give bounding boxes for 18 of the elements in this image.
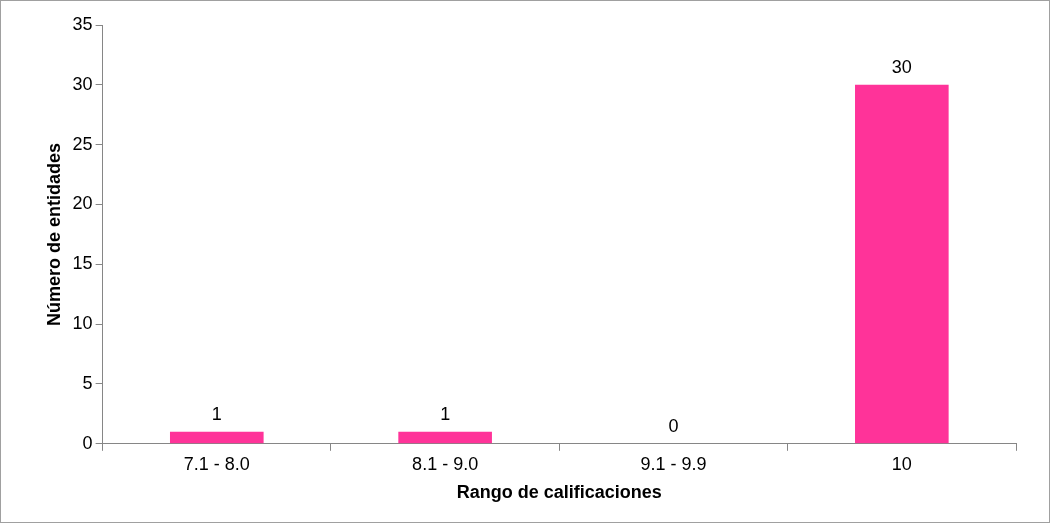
y-tick-label: 20 [72, 193, 93, 214]
x-axis-title: Rango de calificaciones [456, 482, 662, 503]
data-label: 1 [440, 403, 451, 424]
data-label: 1 [211, 403, 222, 424]
data-label: 0 [668, 415, 679, 436]
data-label: 30 [891, 56, 912, 77]
x-tick-label: 9.1 - 9.9 [640, 453, 707, 474]
y-axis-title: Número de entidades [43, 142, 64, 326]
y-tick-label: 30 [72, 73, 93, 94]
y-tick-label: 5 [82, 372, 93, 393]
x-tick-label: 8.1 - 9.0 [412, 453, 479, 474]
y-tick-label: 10 [72, 313, 93, 334]
x-tick-label: 7.1 - 8.0 [183, 453, 250, 474]
x-tick-label: 10 [891, 453, 912, 474]
y-tick-label: 15 [72, 253, 93, 274]
y-tick-label: 25 [72, 133, 93, 154]
y-tick-label: 0 [82, 432, 93, 453]
y-tick-label: 35 [72, 13, 93, 34]
